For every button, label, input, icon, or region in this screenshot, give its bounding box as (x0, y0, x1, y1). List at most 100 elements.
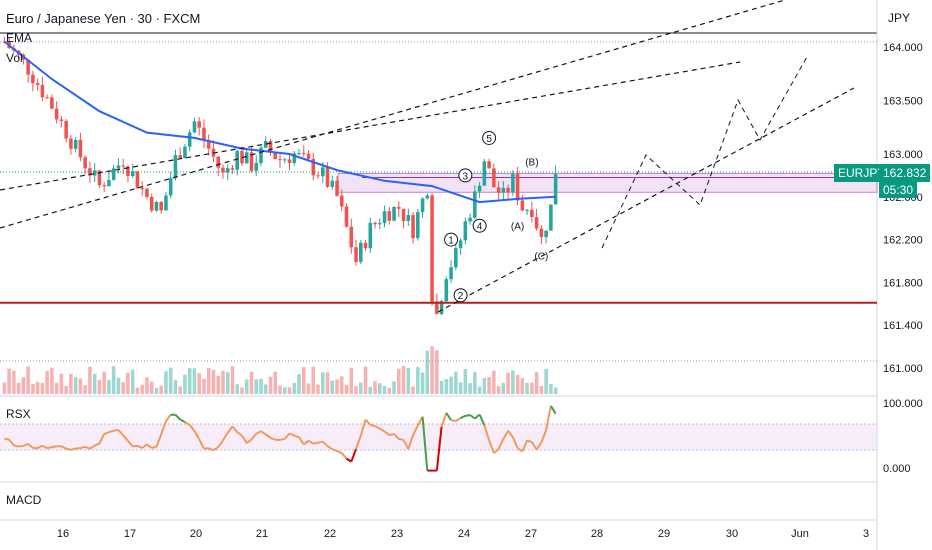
volume-bar (140, 384, 144, 394)
macd-indicator-label[interactable]: MACD (6, 493, 42, 507)
rsx-segment (193, 430, 201, 440)
volume-bar (468, 383, 472, 394)
time-tick: 27 (525, 528, 537, 540)
rsx-segment (293, 434, 300, 439)
candle-body (544, 230, 548, 238)
candle-body (549, 204, 553, 231)
candle-body (316, 175, 320, 177)
volume-bar (382, 385, 387, 394)
volume-bar (154, 387, 159, 394)
candle-body (520, 200, 525, 211)
volume-bar (102, 371, 106, 394)
candle-body (149, 196, 154, 211)
candle-body (354, 247, 358, 262)
ema-indicator-label[interactable]: EMA (6, 31, 33, 45)
rsx-segment (493, 448, 500, 454)
rsx-segment (217, 439, 224, 448)
volume-bar (416, 367, 420, 394)
rsx-segment (98, 433, 106, 444)
volume-bar (340, 376, 344, 394)
rsx-segment (250, 433, 258, 441)
volume-bar (325, 372, 330, 394)
candle-body (64, 120, 68, 139)
volume-bar (368, 386, 373, 394)
rsx-segment (94, 442, 100, 447)
trend-lines (0, 0, 877, 362)
volume-bar (240, 387, 244, 394)
rsx-segment (359, 419, 367, 436)
wave-circle (472, 218, 487, 233)
time-tick: 22 (324, 528, 336, 540)
wave-circle (458, 168, 473, 183)
volume-bar (482, 378, 487, 394)
volume-bar (473, 371, 477, 394)
volume-bar (420, 372, 425, 394)
rsx-pane (0, 405, 877, 472)
rsx-indicator-label[interactable]: RSX (6, 407, 31, 421)
volume-bar (2, 382, 7, 394)
volume-bar (525, 382, 529, 394)
rsx-segment (355, 435, 362, 450)
currency-label[interactable]: JPY (887, 11, 910, 25)
rsx-segment (260, 430, 267, 436)
rsx-segment (18, 444, 24, 448)
candle-body (168, 178, 173, 196)
volume-bar (116, 377, 121, 394)
volume-bar (549, 383, 553, 394)
rsx-segment (412, 425, 419, 436)
price-tick: 161.000 (883, 363, 923, 375)
candle-body (511, 173, 515, 193)
rsx-segment (550, 405, 557, 415)
rsx-segment (146, 443, 153, 449)
volume-bar (111, 366, 116, 394)
candle-body (282, 159, 287, 161)
volume-bar (444, 378, 449, 394)
volume-bar (534, 372, 539, 394)
rsx-segment (70, 447, 76, 451)
volume-bar (121, 382, 125, 394)
candle-body (487, 161, 491, 169)
candle-body (297, 153, 301, 155)
projection-path (601, 54, 809, 249)
volume-bar (397, 368, 401, 394)
volume-bar (145, 377, 149, 394)
vol-indicator-label[interactable]: Vol (6, 51, 23, 65)
candle-body (249, 152, 254, 171)
volume-bar (64, 386, 68, 394)
candle-body (278, 159, 282, 161)
volume-bar (211, 369, 216, 394)
rsx-segment (127, 440, 134, 448)
candle-body (45, 97, 49, 99)
volume-bar (435, 350, 439, 394)
candle-body (539, 228, 544, 238)
volume-bar (501, 382, 506, 394)
candle-body (449, 267, 453, 280)
rsx-segment (270, 436, 276, 441)
volume-bar (21, 377, 26, 394)
rsx-segment (440, 412, 448, 428)
volume-bar (168, 367, 173, 394)
rsx-segment (188, 424, 196, 432)
rsx-segment (246, 438, 253, 444)
wave-circle (444, 232, 459, 247)
rsx-segment (322, 440, 329, 447)
volume-bar (463, 368, 468, 394)
candle-body (102, 185, 106, 187)
candles (2, 36, 558, 316)
price-tick: 161.800 (883, 277, 923, 289)
volume-bar (553, 387, 558, 394)
wave-label: 1 (448, 236, 454, 247)
candle-body (401, 208, 406, 222)
candle-body (359, 242, 363, 262)
rsx-segment (435, 426, 443, 471)
rsx-segment (60, 445, 67, 450)
volume-bar (12, 370, 16, 394)
price-tick: 163.500 (883, 96, 923, 108)
candle-body (525, 209, 529, 211)
rsx-segment (117, 429, 124, 436)
volume-bar (359, 382, 363, 394)
rsx-segment (231, 425, 239, 433)
volume-bar (225, 372, 230, 394)
volume-bar (287, 387, 292, 394)
